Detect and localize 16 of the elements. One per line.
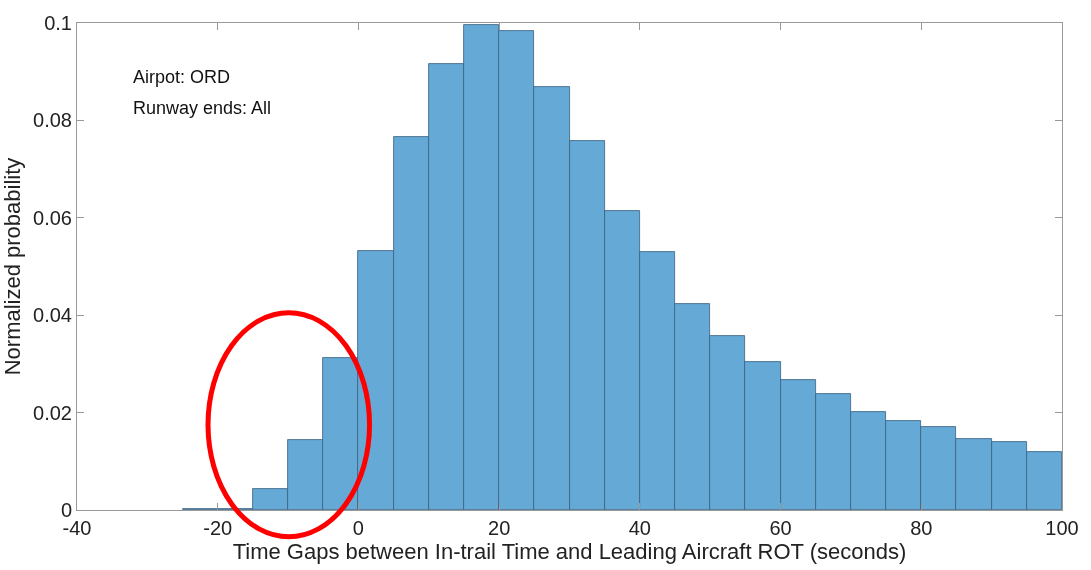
- x-axis-title: Time Gaps between In-trail Time and Leading Aircraft ROT (seconds): [232, 539, 907, 564]
- x-tick-label: 40: [628, 517, 651, 539]
- x-tick-label: -20: [203, 517, 233, 539]
- annotation: Airpot: ORD: [133, 67, 231, 87]
- x-tick-label: 60: [769, 517, 792, 539]
- y-tick-label: 0.02: [33, 401, 72, 424]
- x-tick-label: 20: [488, 517, 511, 539]
- x-tick-label: 80: [910, 517, 933, 539]
- x-tick-label: 0: [352, 517, 364, 539]
- y-tick-label: 0.04: [33, 304, 72, 327]
- y-tick-label: 0.08: [33, 109, 72, 132]
- y-tick-label: 0.1: [44, 12, 72, 34]
- y-tick-label: 0.06: [33, 206, 72, 229]
- annotation: Runway ends: All: [133, 98, 272, 118]
- y-axis-title: Normalized probability: [0, 157, 25, 376]
- x-tick-label: 100: [1045, 517, 1079, 539]
